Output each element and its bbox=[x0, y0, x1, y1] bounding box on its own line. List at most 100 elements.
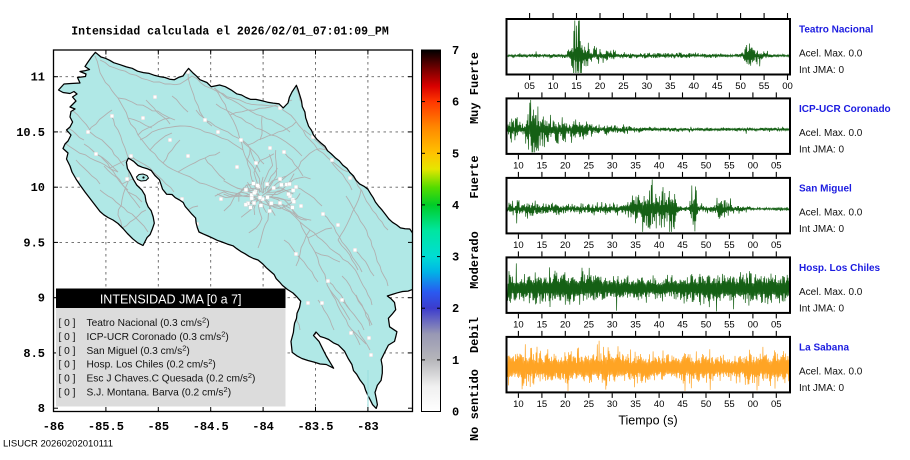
svg-text:Acel. Max. 0.0: Acel. Max. 0.0 bbox=[799, 49, 863, 60]
svg-text:50: 50 bbox=[735, 81, 746, 92]
svg-text:10: 10 bbox=[513, 240, 524, 251]
svg-text:20: 20 bbox=[560, 240, 571, 251]
svg-text:Muy Fuerte: Muy Fuerte bbox=[468, 52, 482, 124]
svg-text:-84.5: -84.5 bbox=[193, 420, 229, 434]
svg-text:05: 05 bbox=[524, 81, 535, 92]
svg-text:San Miguel: San Miguel bbox=[799, 183, 852, 194]
svg-text:Debil: Debil bbox=[468, 317, 482, 353]
svg-text:Int JMA: 0: Int JMA: 0 bbox=[799, 383, 844, 394]
svg-text:Fuerte: Fuerte bbox=[468, 155, 482, 198]
svg-text:45: 45 bbox=[677, 399, 688, 410]
svg-text:10: 10 bbox=[513, 399, 524, 410]
svg-text:[ 0 ]: [ 0 ] bbox=[59, 318, 76, 329]
svg-text:05: 05 bbox=[771, 319, 782, 330]
svg-text:55: 55 bbox=[759, 81, 770, 92]
svg-text:4: 4 bbox=[452, 199, 459, 213]
svg-text:15: 15 bbox=[537, 160, 548, 171]
svg-text:50: 50 bbox=[701, 160, 712, 171]
svg-text:30: 30 bbox=[607, 160, 618, 171]
svg-text:35: 35 bbox=[630, 240, 641, 251]
svg-text:-84: -84 bbox=[252, 420, 274, 434]
svg-text:8: 8 bbox=[38, 402, 45, 416]
svg-text:Int JMA: 0: Int JMA: 0 bbox=[799, 303, 844, 314]
svg-text:9.5: 9.5 bbox=[23, 236, 45, 250]
svg-text:45: 45 bbox=[712, 81, 723, 92]
svg-text:25: 25 bbox=[584, 240, 595, 251]
svg-text:Int JMA: 0: Int JMA: 0 bbox=[799, 144, 844, 155]
svg-text:20: 20 bbox=[560, 399, 571, 410]
svg-text:25: 25 bbox=[584, 319, 595, 330]
svg-text:[ 0 ]: [ 0 ] bbox=[59, 332, 76, 343]
svg-text:[ 0 ]: [ 0 ] bbox=[59, 360, 76, 371]
svg-text:9: 9 bbox=[38, 292, 45, 306]
svg-text:Hosp. Los Chiles: Hosp. Los Chiles bbox=[799, 263, 881, 274]
svg-text:[ 0 ]: [ 0 ] bbox=[59, 346, 76, 357]
svg-text:50: 50 bbox=[701, 240, 712, 251]
svg-text:Moderado: Moderado bbox=[468, 231, 482, 289]
svg-text:11: 11 bbox=[31, 71, 45, 85]
svg-text:10: 10 bbox=[548, 81, 559, 92]
svg-text:35: 35 bbox=[630, 319, 641, 330]
svg-text:45: 45 bbox=[677, 160, 688, 171]
svg-text:15: 15 bbox=[537, 399, 548, 410]
svg-text:15: 15 bbox=[537, 240, 548, 251]
svg-text:50: 50 bbox=[701, 319, 712, 330]
svg-text:[ 0 ]: [ 0 ] bbox=[59, 388, 76, 399]
svg-text:3: 3 bbox=[452, 251, 459, 265]
svg-text:00: 00 bbox=[748, 160, 759, 171]
svg-text:1: 1 bbox=[452, 354, 459, 368]
svg-text:8.5: 8.5 bbox=[23, 347, 45, 361]
svg-text:30: 30 bbox=[642, 81, 653, 92]
svg-text:25: 25 bbox=[584, 160, 595, 171]
svg-text:[ 0 ]: [ 0 ] bbox=[59, 374, 76, 385]
svg-text:La Sabana: La Sabana bbox=[799, 342, 849, 353]
svg-text:Tiempo (s): Tiempo (s) bbox=[618, 414, 677, 428]
svg-text:40: 40 bbox=[689, 81, 700, 92]
svg-text:35: 35 bbox=[665, 81, 676, 92]
svg-text:-83.5: -83.5 bbox=[297, 420, 333, 434]
svg-text:S.J. Montana. Barva (0.2 cm/s2: S.J. Montana. Barva (0.2 cm/s2) bbox=[87, 385, 232, 399]
svg-text:40: 40 bbox=[654, 319, 665, 330]
svg-text:Int JMA: 0: Int JMA: 0 bbox=[799, 65, 844, 76]
svg-text:20: 20 bbox=[560, 319, 571, 330]
svg-text:6: 6 bbox=[452, 96, 459, 110]
svg-text:-85.5: -85.5 bbox=[88, 420, 124, 434]
svg-text:45: 45 bbox=[677, 240, 688, 251]
svg-text:55: 55 bbox=[724, 319, 735, 330]
svg-text:10: 10 bbox=[513, 160, 524, 171]
svg-text:20: 20 bbox=[595, 81, 606, 92]
svg-text:30: 30 bbox=[607, 240, 618, 251]
svg-text:25: 25 bbox=[584, 399, 595, 410]
svg-text:0: 0 bbox=[452, 406, 459, 420]
svg-text:05: 05 bbox=[771, 240, 782, 251]
svg-text:25: 25 bbox=[618, 81, 629, 92]
svg-text:10: 10 bbox=[513, 319, 524, 330]
svg-text:Acel. Max. 0.0: Acel. Max. 0.0 bbox=[799, 366, 863, 377]
svg-text:00: 00 bbox=[782, 81, 793, 92]
svg-text:LISUCR 20260202010111: LISUCR 20260202010111 bbox=[3, 439, 113, 450]
svg-text:-86: -86 bbox=[43, 420, 65, 434]
svg-text:15: 15 bbox=[571, 81, 582, 92]
svg-text:ICP-UCR Coronado: ICP-UCR Coronado bbox=[799, 104, 891, 115]
svg-text:55: 55 bbox=[724, 399, 735, 410]
svg-text:20: 20 bbox=[560, 160, 571, 171]
svg-text:-85: -85 bbox=[147, 420, 169, 434]
svg-text:05: 05 bbox=[771, 160, 782, 171]
svg-text:05: 05 bbox=[771, 399, 782, 410]
svg-text:Hosp. Los Chiles (0.2 cm/s2): Hosp. Los Chiles (0.2 cm/s2) bbox=[87, 357, 216, 371]
svg-text:00: 00 bbox=[748, 399, 759, 410]
svg-text:55: 55 bbox=[724, 160, 735, 171]
svg-text:Teatro Nacional (0.3 cm/s2): Teatro Nacional (0.3 cm/s2) bbox=[87, 316, 210, 330]
svg-text:15: 15 bbox=[537, 319, 548, 330]
svg-text:Int JMA: 0: Int JMA: 0 bbox=[799, 224, 844, 235]
svg-text:40: 40 bbox=[654, 240, 665, 251]
svg-text:30: 30 bbox=[607, 319, 618, 330]
svg-text:5: 5 bbox=[452, 147, 459, 161]
svg-text:00: 00 bbox=[748, 319, 759, 330]
svg-text:2: 2 bbox=[452, 302, 459, 316]
svg-text:Acel. Max. 0.0: Acel. Max. 0.0 bbox=[799, 207, 863, 218]
svg-text:00: 00 bbox=[748, 240, 759, 251]
svg-text:Esc J Chaves.C Quesada (0.2 cm: Esc J Chaves.C Quesada (0.2 cm/s2) bbox=[87, 371, 256, 385]
svg-text:No sentido: No sentido bbox=[468, 369, 482, 441]
svg-text:Teatro Nacional: Teatro Nacional bbox=[799, 25, 873, 36]
